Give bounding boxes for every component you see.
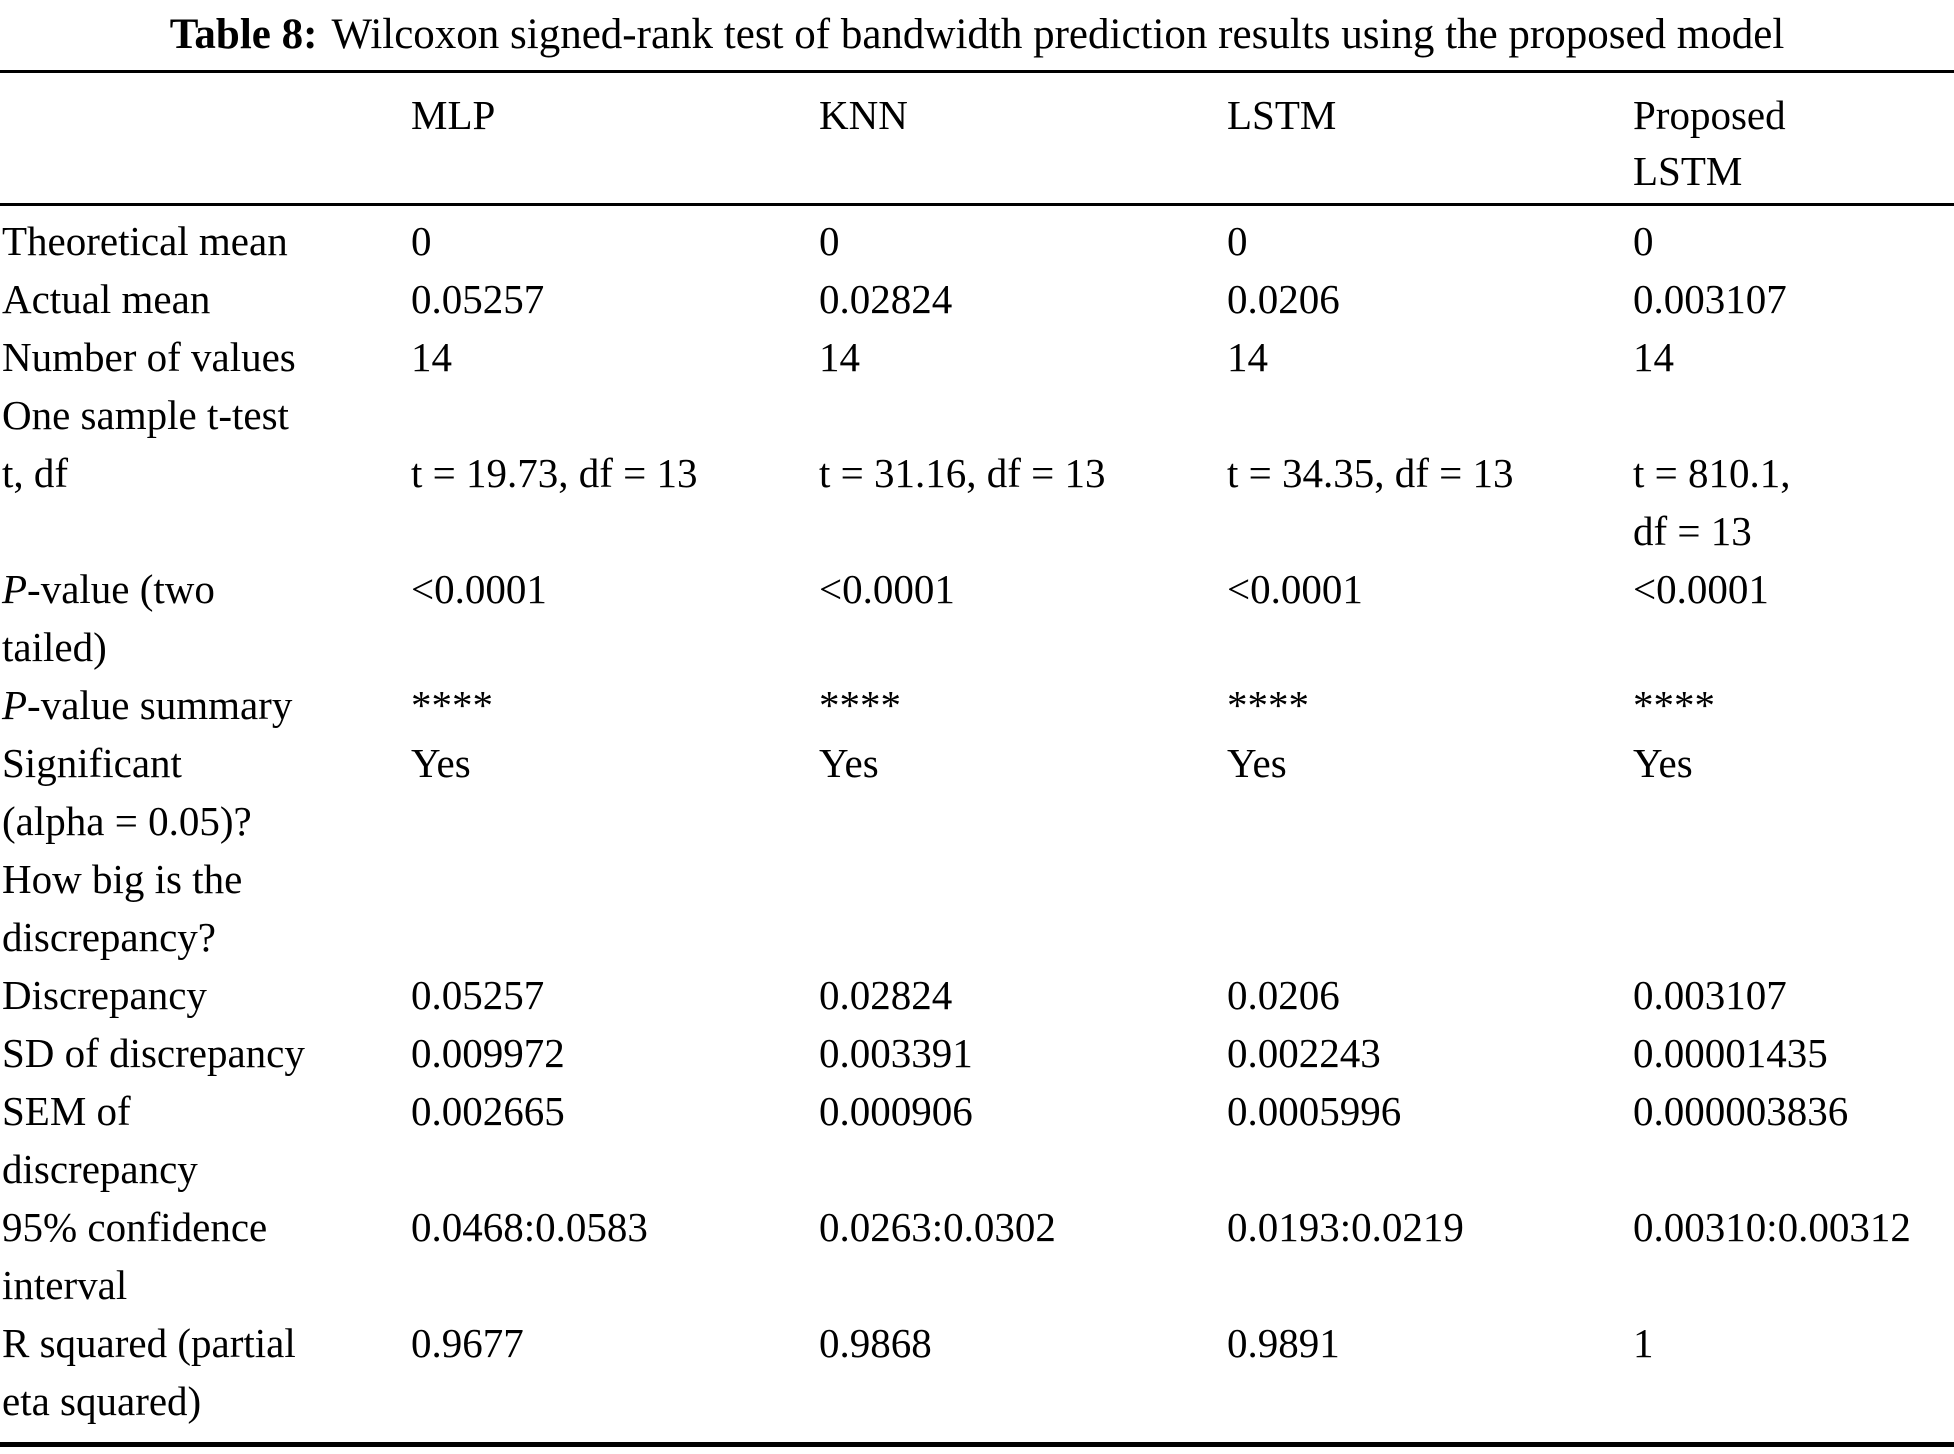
rule-top xyxy=(0,70,1954,73)
cell-value: 0.05257 xyxy=(411,972,545,1018)
cell-value: 0.02824 xyxy=(819,972,953,1018)
cell-value: 0.0193:0.0219 xyxy=(1227,1204,1464,1250)
row-label: R squared (partial eta squared) xyxy=(2,1320,296,1424)
table-row: P-value summary **** **** **** **** xyxy=(0,676,1954,734)
table-row: t, df t = 19.73, df = 13 t = 31.16, df = 1… xyxy=(0,444,1954,560)
cell-value: <0.0001 xyxy=(411,566,547,612)
cell-value: 0.0263:0.0302 xyxy=(819,1204,1056,1250)
cell-value: 0.003107 xyxy=(1633,972,1787,1018)
cell-value: 0.0206 xyxy=(1227,276,1340,322)
row-label: SEM of discrepancy xyxy=(2,1088,198,1192)
cell-value: 0.00001435 xyxy=(1633,1030,1828,1076)
row-label: Actual mean xyxy=(2,276,211,322)
cell-value: 0.9891 xyxy=(1227,1320,1340,1366)
cell-value: 0.02824 xyxy=(819,276,953,322)
row-label: P-value summary xyxy=(2,682,293,728)
row-label-italic-prefix: P xyxy=(2,682,28,728)
cell-value: t = 19.73, df = 13 xyxy=(411,450,698,496)
cell-value: 14 xyxy=(411,334,452,380)
cell-value: 14 xyxy=(819,334,860,380)
table-row: R squared (partial eta squared) 0.9677 0.9… xyxy=(0,1314,1954,1430)
cell-value: t = 31.16, df = 13 xyxy=(819,450,1106,496)
cell-value: 0.000906 xyxy=(819,1088,973,1134)
cell-value: 0.05257 xyxy=(411,276,545,322)
table-row: 95% confidence interval 0.0468:0.0583 0.02… xyxy=(0,1198,1954,1314)
cell-value: 0.9868 xyxy=(819,1320,932,1366)
table-row: Theoretical mean 0 0 0 0 xyxy=(0,212,1954,270)
cell-value: **** xyxy=(1227,682,1309,728)
cell-value: 0.0005996 xyxy=(1227,1088,1402,1134)
table-row: Significant (alpha = 0.05)? Yes Yes Yes Yes xyxy=(0,734,1954,850)
row-label: SD of discrepancy xyxy=(2,1030,305,1076)
cell-value: Yes xyxy=(819,740,879,786)
rule-bottom xyxy=(0,1442,1954,1447)
table-caption: Table 8: Wilcoxon signed-rank test of ban… xyxy=(0,0,1954,70)
cell-value: <0.0001 xyxy=(1633,566,1769,612)
cell-value: 0.002243 xyxy=(1227,1030,1381,1076)
cell-value: 14 xyxy=(1227,334,1268,380)
cell-value: Yes xyxy=(1227,740,1287,786)
row-label: Significant (alpha = 0.05)? xyxy=(2,740,252,844)
table-section-row: One sample t-test xyxy=(0,386,1954,444)
header-cell: KNN xyxy=(819,92,908,138)
table-caption-text: Wilcoxon signed-rank test of bandwidth p… xyxy=(331,11,1785,58)
rule-mid xyxy=(0,203,1954,206)
row-label: Discrepancy xyxy=(2,972,207,1018)
row-label: 95% confidence interval xyxy=(2,1204,268,1308)
cell-value: t = 810.1, df = 13 xyxy=(1633,450,1791,554)
table-row: Discrepancy 0.05257 0.02824 0.0206 0.003107 xyxy=(0,966,1954,1024)
table-section-row: How big is the discrepancy? xyxy=(0,850,1954,966)
row-label-italic-prefix: P xyxy=(2,566,28,612)
table-row: SD of discrepancy 0.009972 0.003391 0.00224… xyxy=(0,1024,1954,1082)
cell-value: 0 xyxy=(411,218,432,264)
cell-value: 14 xyxy=(1633,334,1674,380)
cell-value: 0.00310:0.00312 xyxy=(1633,1204,1911,1250)
cell-value: **** xyxy=(819,682,901,728)
table-row: SEM of discrepancy 0.002665 0.000906 0.0005… xyxy=(0,1082,1954,1198)
row-label: t, df xyxy=(2,450,69,496)
row-label: Number of values xyxy=(2,334,296,380)
cell-value: <0.0001 xyxy=(1227,566,1363,612)
cell-value: t = 34.35, df = 13 xyxy=(1227,450,1514,496)
row-label: Theoretical mean xyxy=(2,218,288,264)
cell-value: 0.009972 xyxy=(411,1030,565,1076)
cell-value: 0.003107 xyxy=(1633,276,1787,322)
row-label: How big is the discrepancy? xyxy=(2,856,243,960)
cell-value: Yes xyxy=(411,740,471,786)
table-row: P-value (two tailed) <0.0001 <0.0001 <0.000… xyxy=(0,560,1954,676)
cell-value: 0.0206 xyxy=(1227,972,1340,1018)
cell-value: <0.0001 xyxy=(819,566,955,612)
table-header-row: MLP KNN LSTM Proposed LSTM xyxy=(0,73,1954,203)
cell-value: Yes xyxy=(1633,740,1693,786)
header-cell: Proposed LSTM xyxy=(1633,92,1786,194)
table-caption-label: Table 8: xyxy=(169,11,318,58)
cell-value: 0.002665 xyxy=(411,1088,565,1134)
cell-value: 0.0468:0.0583 xyxy=(411,1204,648,1250)
cell-value: 0.9677 xyxy=(411,1320,524,1366)
header-cell: LSTM xyxy=(1227,92,1337,138)
cell-value: 0.000003836 xyxy=(1633,1088,1849,1134)
cell-value: 1 xyxy=(1633,1320,1654,1366)
cell-value: **** xyxy=(1633,682,1715,728)
cell-value: 0 xyxy=(1633,218,1654,264)
row-label: P-value (two tailed) xyxy=(2,566,215,670)
cell-value: 0 xyxy=(819,218,840,264)
header-cell: MLP xyxy=(411,92,496,138)
cell-value: 0.003391 xyxy=(819,1030,973,1076)
table-row: Number of values 14 14 14 14 xyxy=(0,328,1954,386)
cell-value: 0 xyxy=(1227,218,1248,264)
cell-value: **** xyxy=(411,682,493,728)
table-row: Actual mean 0.05257 0.02824 0.0206 0.003107 xyxy=(0,270,1954,328)
table-body: Theoretical mean 0 0 0 0 Actual mean 0.05257 0.… xyxy=(0,206,1954,1442)
row-label: One sample t-test xyxy=(2,392,289,438)
